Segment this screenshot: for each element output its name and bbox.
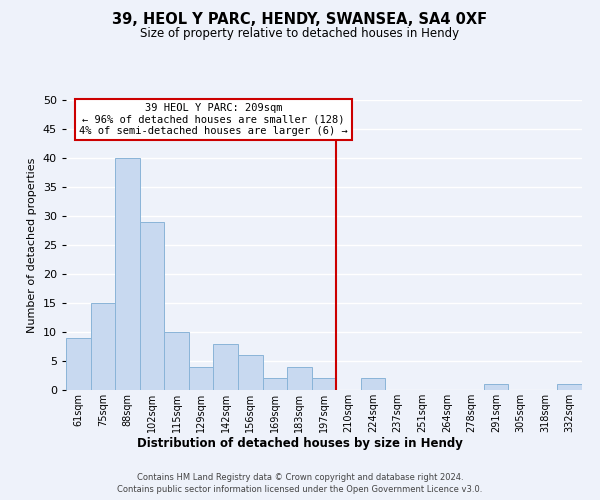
Bar (140, 222, 164, 390)
Text: Distribution of detached houses by size in Hendy: Distribution of detached houses by size … (137, 438, 463, 450)
Bar (189, 367, 214, 390)
Bar (115, 158, 140, 390)
Bar (91, 303, 115, 390)
Bar (361, 378, 385, 390)
Bar (263, 378, 287, 390)
Bar (214, 344, 238, 390)
Bar (484, 384, 508, 390)
Bar (164, 332, 189, 390)
Text: Contains public sector information licensed under the Open Government Licence v3: Contains public sector information licen… (118, 485, 482, 494)
Bar (66, 338, 91, 390)
Text: Contains HM Land Registry data © Crown copyright and database right 2024.: Contains HM Land Registry data © Crown c… (137, 472, 463, 482)
Text: Size of property relative to detached houses in Hendy: Size of property relative to detached ho… (140, 28, 460, 40)
Bar (557, 384, 582, 390)
Text: 39, HEOL Y PARC, HENDY, SWANSEA, SA4 0XF: 39, HEOL Y PARC, HENDY, SWANSEA, SA4 0XF (112, 12, 488, 28)
Bar (312, 378, 336, 390)
Text: 39 HEOL Y PARC: 209sqm
← 96% of detached houses are smaller (128)
4% of semi-det: 39 HEOL Y PARC: 209sqm ← 96% of detached… (79, 103, 348, 136)
Y-axis label: Number of detached properties: Number of detached properties (27, 158, 37, 332)
Bar (238, 355, 263, 390)
Bar (287, 367, 312, 390)
